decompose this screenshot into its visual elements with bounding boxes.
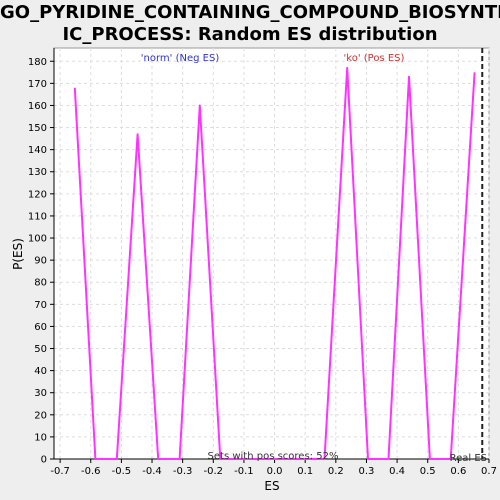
y-tick-label: 20 <box>34 410 47 421</box>
x-tick-label: 0.7 <box>481 466 497 477</box>
y-tick-label: 80 <box>34 278 47 289</box>
neg-es-label: 'norm' (Neg ES) <box>141 53 220 64</box>
annotations: 'norm' (Neg ES) 'ko' (Pos ES) Sets with po… <box>141 48 487 464</box>
grid <box>54 48 490 460</box>
y-tick-label: 70 <box>34 300 47 311</box>
y-tick-label: 40 <box>34 366 47 377</box>
x-tick-label: 0.6 <box>450 466 466 477</box>
y-tick-label: 50 <box>34 344 47 355</box>
x-tick-label: 0.2 <box>328 466 344 477</box>
y-axis-title: P(ES) <box>11 238 25 270</box>
x-tick-label: -0.7 <box>50 466 70 477</box>
y-tick-label: 100 <box>28 234 47 245</box>
y-tick-label: 110 <box>28 211 47 222</box>
series <box>73 66 476 460</box>
x-tick-label: -0.1 <box>234 466 254 477</box>
pos-es-label: 'ko' (Pos ES) <box>344 53 405 64</box>
real-es-label: Real ES <box>450 453 487 464</box>
x-tick-label: -0.4 <box>142 466 162 477</box>
x-tick-label: -0.3 <box>173 466 193 477</box>
y-tick-label: 130 <box>28 167 47 178</box>
pos-scores-label: Sets with pos scores: 52% <box>208 451 339 462</box>
x-tick-label: 0.0 <box>267 466 283 477</box>
plot-area <box>53 47 490 460</box>
y-tick-label: 140 <box>28 145 47 156</box>
x-tick-label: 0.4 <box>389 466 405 477</box>
x-tick-label: 0.5 <box>420 466 436 477</box>
y-tick-label: 160 <box>28 101 47 112</box>
chart-title: GO_PYRIDINE_CONTAINING_COMPOUND_BIOSYNTH… <box>0 2 500 46</box>
chart-title-line-2: IC_PROCESS: Random ES distribution <box>62 24 438 45</box>
x-tick-label: 0.3 <box>359 466 375 477</box>
y-tick-label: 10 <box>34 432 47 443</box>
chart-title-line-1: GO_PYRIDINE_CONTAINING_COMPOUND_BIOSYNTH… <box>0 2 500 23</box>
y-tick-label: 150 <box>28 123 47 134</box>
y-tick-label: 180 <box>28 57 47 68</box>
es-distribution-line <box>73 66 476 460</box>
y-tick-label: 170 <box>28 79 47 90</box>
x-tick-label: -0.5 <box>112 466 132 477</box>
x-tick-label: -0.2 <box>204 466 224 477</box>
y-tick-label: 30 <box>34 388 47 399</box>
x-tick-label: -0.6 <box>81 466 101 477</box>
y-tick-label: 120 <box>28 189 47 200</box>
x-axis-title: ES <box>264 479 279 493</box>
y-tick-label: 90 <box>34 256 47 267</box>
y-tick-label: 0 <box>41 455 47 466</box>
y-tick-label: 60 <box>34 322 47 333</box>
x-tick-label: 0.1 <box>297 466 313 477</box>
